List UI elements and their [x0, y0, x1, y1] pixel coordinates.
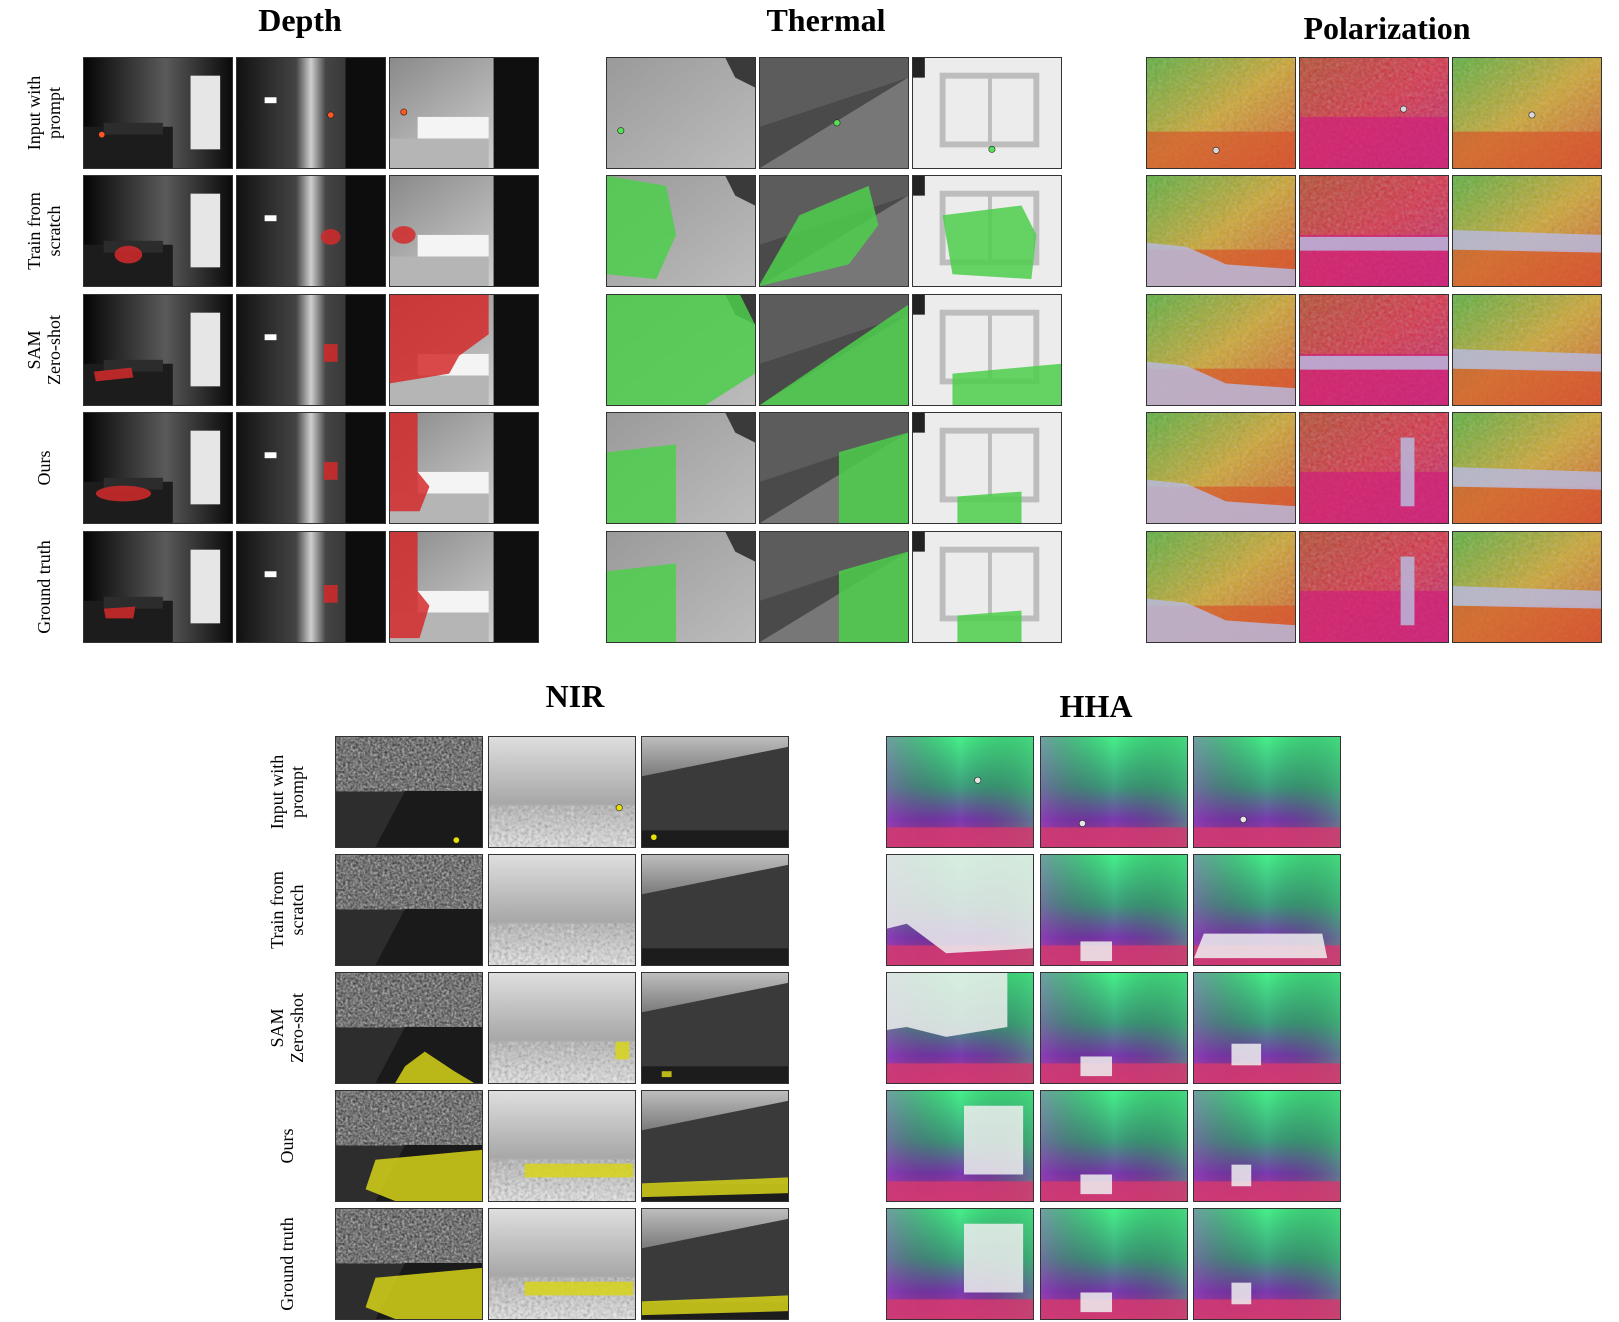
hha-panel — [1040, 1090, 1188, 1202]
polar-panel — [1299, 175, 1449, 287]
row-label: Ground truth — [277, 1217, 297, 1311]
polar-panel — [1146, 175, 1296, 287]
polar-block-title: Polarization — [1303, 10, 1471, 46]
depth-panel — [236, 412, 386, 524]
nir-panel — [335, 736, 483, 848]
hha-panel — [886, 736, 1034, 848]
thermal-panel — [912, 57, 1062, 169]
row-label: Train from scratch — [24, 192, 64, 270]
row-label: SAM Zero-shot — [267, 993, 307, 1063]
hha-panel — [1040, 972, 1188, 1084]
row-label: Ours — [34, 450, 54, 486]
thermal-panel — [912, 175, 1062, 287]
thermal-panel — [606, 294, 756, 406]
depth-block-title: Depth — [258, 2, 342, 38]
polar-panel — [1452, 531, 1602, 643]
hha-panel — [1193, 1208, 1341, 1320]
polar-panel — [1146, 57, 1296, 169]
hha-panel — [1040, 736, 1188, 848]
depth-panel — [389, 294, 539, 406]
thermal-panel — [759, 57, 909, 169]
nir-block-title: NIR — [545, 678, 605, 714]
nir-panel — [641, 972, 789, 1084]
depth-panel — [389, 175, 539, 287]
depth-panel — [389, 412, 539, 524]
depth-panel — [83, 294, 233, 406]
thermal-panel — [606, 412, 756, 524]
thermal-panel — [759, 294, 909, 406]
hha-block-title: HHA — [1059, 688, 1133, 724]
polar-panel — [1146, 294, 1296, 406]
depth-panel — [236, 294, 386, 406]
depth-panel — [83, 57, 233, 169]
nir-panel — [488, 736, 636, 848]
hha-panel — [1040, 854, 1188, 966]
polar-panel — [1452, 57, 1602, 169]
nir-panel — [488, 972, 636, 1084]
hha-panel — [1193, 972, 1341, 1084]
depth-panel — [389, 531, 539, 643]
polar-panel — [1452, 412, 1602, 524]
nir-panel — [488, 1208, 636, 1320]
nir-panel — [641, 1090, 789, 1202]
nir-panel — [641, 736, 789, 848]
depth-panel — [83, 175, 233, 287]
depth-panel — [83, 531, 233, 643]
depth-panel — [389, 57, 539, 169]
row-label: SAM Zero-shot — [24, 315, 64, 385]
hha-panel — [886, 854, 1034, 966]
row-label: Ours — [277, 1128, 297, 1164]
nir-panel — [641, 1208, 789, 1320]
hha-panel — [886, 1090, 1034, 1202]
hha-panel — [886, 972, 1034, 1084]
hha-panel — [1193, 1090, 1341, 1202]
nir-panel — [641, 854, 789, 966]
row-label: Input with prompt — [267, 754, 307, 830]
row-label: Input with prompt — [24, 75, 64, 151]
thermal-panel — [606, 531, 756, 643]
thermal-panel — [912, 412, 1062, 524]
depth-panel — [83, 412, 233, 524]
row-label: Ground truth — [34, 540, 54, 634]
depth-panel — [236, 57, 386, 169]
hha-panel — [1040, 1208, 1188, 1320]
row-label: Train from scratch — [267, 871, 307, 949]
thermal-panel — [759, 175, 909, 287]
nir-panel — [335, 972, 483, 1084]
hha-panel — [886, 1208, 1034, 1320]
nir-panel — [335, 1090, 483, 1202]
thermal-panel — [606, 175, 756, 287]
hha-panel — [1193, 854, 1341, 966]
polar-panel — [1299, 294, 1449, 406]
thermal-panel — [759, 412, 909, 524]
polar-panel — [1299, 531, 1449, 643]
depth-panel — [236, 175, 386, 287]
nir-panel — [488, 1090, 636, 1202]
hha-panel — [1193, 736, 1341, 848]
polar-panel — [1146, 531, 1296, 643]
depth-panel — [236, 531, 386, 643]
nir-panel — [488, 854, 636, 966]
nir-panel — [335, 854, 483, 966]
polar-panel — [1452, 175, 1602, 287]
thermal-panel — [759, 531, 909, 643]
polar-panel — [1299, 412, 1449, 524]
thermal-panel — [606, 57, 756, 169]
polar-panel — [1146, 412, 1296, 524]
thermal-panel — [912, 294, 1062, 406]
polar-panel — [1299, 57, 1449, 169]
nir-panel — [335, 1208, 483, 1320]
thermal-panel — [912, 531, 1062, 643]
polar-panel — [1452, 294, 1602, 406]
thermal-block-title: Thermal — [766, 2, 886, 38]
